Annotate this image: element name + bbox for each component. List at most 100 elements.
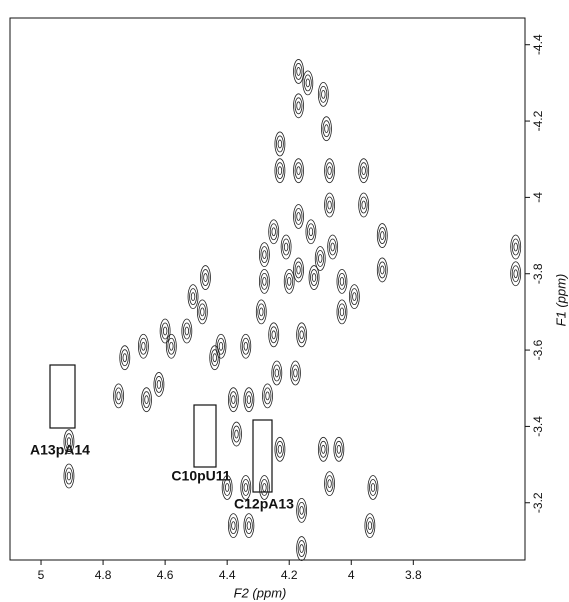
contour	[182, 322, 191, 340]
contour	[257, 303, 266, 321]
peak	[283, 268, 295, 294]
contour	[269, 326, 278, 344]
annotation-box	[252, 419, 273, 493]
contour	[231, 395, 236, 405]
contour	[159, 318, 171, 344]
peak	[159, 318, 171, 344]
peak	[240, 475, 252, 500]
contour	[287, 276, 292, 286]
contour	[274, 368, 280, 378]
peak	[296, 322, 308, 348]
contour	[293, 59, 304, 84]
contour	[380, 231, 385, 240]
y-tick-label: -3.4	[531, 416, 545, 437]
x-tick-label: 4.6	[157, 568, 174, 582]
contour	[296, 536, 308, 561]
plot-frame	[9, 17, 526, 561]
contour	[307, 223, 315, 241]
contour	[255, 299, 267, 325]
contour	[310, 269, 318, 286]
peak	[305, 219, 317, 245]
contour	[318, 254, 323, 263]
contour	[305, 219, 317, 245]
peak	[296, 497, 308, 523]
y-tick-label: -4.2	[531, 110, 545, 131]
peak	[262, 383, 273, 409]
contour	[241, 337, 250, 355]
contour	[269, 223, 278, 241]
contour	[317, 81, 329, 107]
contour	[209, 345, 221, 371]
contour	[321, 444, 326, 454]
peak	[271, 360, 283, 386]
contour	[336, 299, 348, 325]
peak	[510, 261, 522, 287]
y-tick-label: -3.2	[531, 492, 545, 513]
peak	[327, 234, 339, 260]
contour	[155, 376, 163, 393]
contour	[294, 208, 303, 225]
contour	[321, 116, 332, 142]
annotation: C10pU11	[171, 468, 230, 484]
peak	[280, 234, 292, 260]
contour	[268, 219, 280, 245]
contour	[297, 540, 306, 557]
peak	[293, 158, 304, 184]
contour	[243, 341, 248, 351]
contour	[243, 483, 248, 492]
peak	[141, 387, 152, 413]
contour	[232, 425, 241, 443]
contour	[350, 288, 359, 306]
contour	[325, 196, 334, 214]
contour	[311, 273, 317, 282]
contour	[327, 200, 332, 210]
contour	[231, 421, 242, 447]
peak	[376, 257, 388, 283]
contour	[114, 387, 123, 405]
contour	[293, 93, 304, 119]
annotation: A13pA14	[30, 442, 90, 458]
peak	[376, 223, 388, 248]
contour	[271, 227, 276, 237]
contour	[317, 436, 329, 462]
peak	[324, 158, 335, 184]
contour	[302, 70, 314, 96]
contour	[271, 330, 276, 340]
contour	[510, 261, 522, 287]
contour	[376, 223, 388, 248]
peak	[138, 333, 149, 359]
annotation: C12pA13	[234, 496, 294, 512]
peak	[296, 536, 308, 561]
contour	[325, 475, 334, 493]
peak	[274, 436, 286, 462]
contour	[359, 162, 368, 180]
peak	[196, 299, 208, 325]
contour	[285, 272, 294, 290]
peak	[367, 475, 379, 500]
contour	[274, 436, 286, 462]
contour	[513, 242, 518, 252]
x-tick-label: 5	[38, 568, 45, 582]
contour	[246, 521, 252, 531]
peak	[510, 234, 522, 260]
contour	[283, 268, 295, 294]
contour	[280, 234, 292, 260]
contour	[294, 261, 303, 279]
peak	[293, 59, 304, 84]
peak	[181, 318, 193, 344]
contour	[243, 513, 255, 539]
contour	[296, 212, 301, 221]
peak	[187, 284, 199, 310]
contour	[223, 479, 232, 496]
contour	[296, 67, 301, 76]
peak	[119, 345, 131, 371]
contour	[511, 265, 520, 283]
contour	[293, 158, 304, 184]
peak	[274, 158, 286, 184]
contour	[293, 204, 304, 229]
peak	[153, 372, 165, 397]
contour	[66, 471, 72, 481]
peak	[308, 265, 320, 290]
peak	[293, 93, 304, 119]
contour	[511, 238, 520, 256]
